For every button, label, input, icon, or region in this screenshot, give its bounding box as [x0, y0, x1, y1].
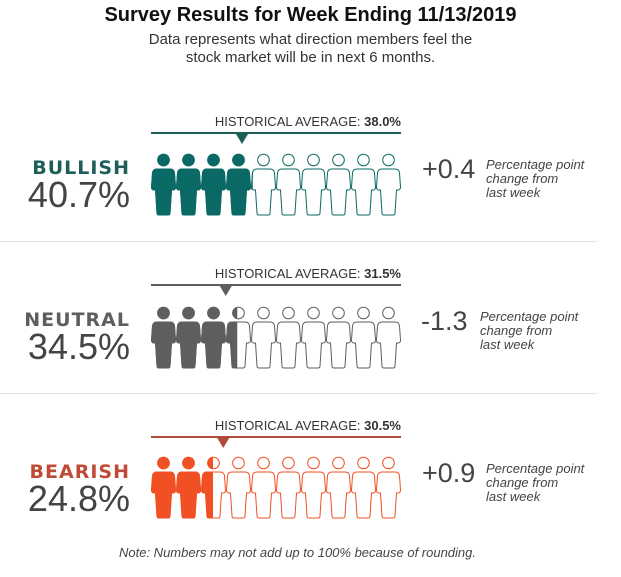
person-icon-filled	[225, 153, 252, 216]
sentiment-label: BULLISH	[32, 157, 130, 179]
historical-average-prefix: HISTORICAL AVERAGE:	[214, 266, 365, 281]
desc-line: last week	[480, 337, 535, 352]
sentiment-percent: 24.8%	[27, 478, 130, 519]
person-icon-partial	[200, 456, 227, 519]
person-icon-empty	[250, 456, 277, 519]
historical-average-value: 31.5%	[364, 266, 401, 281]
person-icon-partial	[225, 306, 252, 369]
person-icon-empty	[225, 456, 252, 519]
person-icon-empty	[325, 456, 352, 519]
historical-average-line	[151, 132, 401, 134]
weekly-change-value: +0.4	[422, 154, 476, 184]
historical-average-label: HISTORICAL AVERAGE: 30.5%	[151, 418, 401, 433]
person-icon-empty	[325, 306, 352, 369]
person-icon-empty	[250, 306, 277, 369]
person-icon-partial	[250, 153, 277, 216]
person-icon-filled	[175, 153, 202, 216]
desc-line: last week	[486, 489, 541, 504]
person-icon-empty	[375, 153, 402, 216]
subtitle-line: Data represents what direction members f…	[148, 31, 473, 48]
person-icon-empty	[275, 306, 302, 369]
weekly-change-value: +0.9	[422, 458, 476, 488]
pictograph	[151, 284, 402, 369]
person-icon-filled	[175, 456, 202, 519]
desc-line: Percentage point	[480, 309, 579, 324]
pictograph	[151, 132, 402, 216]
historical-average-marker	[219, 286, 232, 296]
weekly-change-description: Percentage point change from last week	[486, 462, 606, 504]
historical-average-prefix: HISTORICAL AVERAGE:	[214, 114, 365, 129]
historical-average-line	[151, 436, 401, 438]
historical-average-label: HISTORICAL AVERAGE: 38.0%	[151, 114, 401, 129]
historical-average-line	[151, 284, 401, 286]
section-bullish: HISTORICAL AVERAGE: 38.0% BULLISH 40.7% …	[0, 114, 621, 264]
person-icon-empty	[300, 306, 327, 369]
chart-subtitle: Data represents what direction members f…	[0, 31, 621, 67]
person-icon-empty	[350, 456, 377, 519]
person-icon-empty	[300, 153, 327, 216]
person-icon-filled	[151, 456, 177, 519]
person-icon-empty	[300, 456, 327, 519]
desc-line: change from	[486, 475, 559, 490]
desc-line: Percentage point	[486, 461, 585, 476]
chart-title: Survey Results for Week Ending 11/13/201…	[104, 4, 517, 26]
person-icon-empty	[350, 306, 377, 369]
historical-average-marker	[236, 134, 248, 144]
person-icon-empty	[375, 306, 402, 369]
person-icon-empty	[350, 153, 377, 216]
divider	[0, 393, 597, 394]
pictograph	[151, 436, 402, 519]
weekly-change-value: -1.3	[421, 306, 468, 336]
person-icon-empty	[275, 153, 302, 216]
person-icon-filled	[151, 153, 177, 216]
person-icon-empty	[375, 456, 402, 519]
desc-line: Percentage point	[486, 157, 585, 172]
divider	[0, 241, 597, 242]
weekly-change-description: Percentage point change from last week	[480, 310, 600, 352]
person-icon-filled	[200, 306, 227, 369]
person-icon-filled	[175, 306, 202, 369]
historical-average-value: 30.5%	[364, 418, 401, 433]
desc-line: change from	[480, 323, 553, 338]
sentiment-label: BEARISH	[29, 461, 130, 483]
desc-line: change from	[486, 171, 559, 186]
section-neutral: HISTORICAL AVERAGE: 31.5% NEUTRAL 34.5% …	[0, 266, 621, 416]
person-icon-empty	[275, 456, 302, 519]
subtitle-line: stock market will be in next 6 months.	[185, 49, 436, 66]
person-icon-filled	[151, 306, 177, 369]
historical-average-marker	[217, 438, 230, 448]
weekly-change-description: Percentage point change from last week	[486, 158, 606, 200]
sentiment-percent: 34.5%	[27, 326, 130, 367]
historical-average-value: 38.0%	[364, 114, 401, 129]
desc-line: last week	[486, 185, 541, 200]
historical-average-prefix: HISTORICAL AVERAGE:	[214, 418, 365, 433]
sentiment-percent: 40.7%	[27, 174, 130, 215]
historical-average-label: HISTORICAL AVERAGE: 31.5%	[151, 266, 401, 281]
person-icon-empty	[325, 153, 352, 216]
section-bearish: HISTORICAL AVERAGE: 30.5% BEARISH 24.8% …	[0, 418, 621, 568]
footnote: Note: Numbers may not add up to 100% bec…	[119, 545, 476, 560]
person-icon-filled	[200, 153, 227, 216]
sentiment-label: NEUTRAL	[24, 309, 130, 331]
